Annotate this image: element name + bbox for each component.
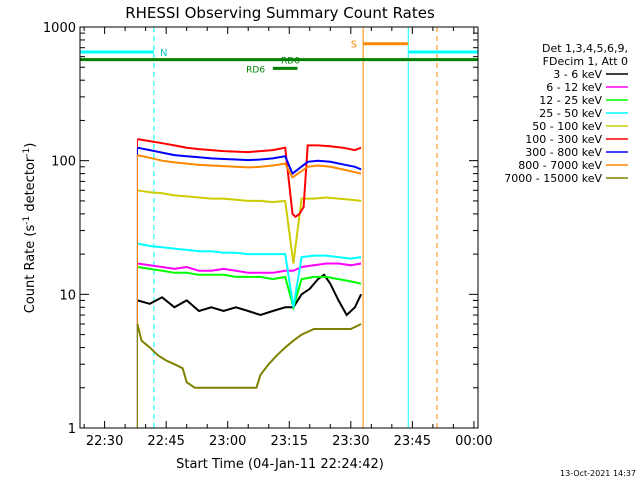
legend-label-7: 800 - 7000 keV — [518, 159, 602, 172]
series-line-7 — [137, 154, 362, 179]
plot-frame — [79, 26, 479, 429]
series-line-8 — [136, 323, 362, 389]
saa-label: S — [351, 40, 357, 51]
series-line-2 — [137, 266, 362, 312]
legend-label-6: 300 - 800 keV — [525, 146, 602, 159]
legend-label-0: 3 - 6 keV — [553, 68, 602, 81]
y-axis-label-sup1: -1 — [22, 216, 32, 225]
y-axis-label-part2: detector — [23, 156, 38, 216]
x-tick-label: 22:45 — [147, 434, 184, 449]
legend-header-line: FDecim 1, Att 0 — [543, 55, 628, 68]
y-axis-label: Count Rate (s-1 detector-1) — [22, 143, 38, 314]
series-line-0 — [137, 273, 363, 317]
chart-title: RHESSI Observing Summary Count Rates — [125, 4, 435, 22]
x-tick-label: 23:30 — [332, 434, 369, 449]
legend-label-5: 100 - 300 keV — [525, 133, 602, 146]
y-tick-label: 1 — [68, 422, 76, 437]
x-axis-label: Start Time (04-Jan-11 22:24:42) — [176, 457, 384, 472]
x-tick-label: 23:15 — [271, 434, 308, 449]
series-line-4 — [137, 189, 362, 264]
legend-label-1: 6 - 12 keV — [546, 81, 602, 94]
x-tick-label: 22:30 — [86, 434, 123, 449]
rd6-label: RD6 — [246, 65, 265, 75]
legend-label-8: 7000 - 15000 keV — [504, 172, 602, 185]
plot-layer: N S RD0 RD6 — [79, 27, 479, 428]
series-line-5 — [137, 138, 362, 219]
y-tick-label: 100 — [51, 155, 76, 170]
legend-label-2: 12 - 25 keV — [539, 94, 602, 107]
timestamp: 13-Oct-2021 14:37 — [560, 469, 636, 478]
y-axis-label-part3: ) — [23, 143, 38, 148]
night-label: N — [160, 48, 167, 59]
x-tick-label: 00:00 — [455, 434, 492, 449]
rd0-label: RD0 — [281, 57, 300, 67]
series-line-3 — [137, 242, 362, 308]
legend: Det 1,3,4,5,6,9,FDecim 1, Att 03 - 6 keV… — [504, 42, 628, 185]
series-line-6 — [137, 146, 362, 176]
x-tick-label: 23:45 — [394, 434, 431, 449]
axis-layer: 22:30 22:45 23:00 23:15 23:30 23:45 00:00 1 10 10… — [43, 21, 493, 449]
y-axis-label-part1: Count Rate (s — [23, 225, 38, 314]
legend-label-3: 25 - 50 keV — [539, 107, 602, 120]
legend-label-4: 50 - 100 keV — [532, 120, 602, 133]
y-axis-label-sup2: -1 — [22, 148, 32, 157]
x-tick-label: 23:00 — [209, 434, 246, 449]
y-tick-label: 10 — [59, 288, 76, 303]
series-line-1 — [137, 262, 362, 274]
legend-header-line: Det 1,3,4,5,6,9, — [542, 42, 628, 55]
y-tick-label: 1000 — [43, 21, 76, 36]
